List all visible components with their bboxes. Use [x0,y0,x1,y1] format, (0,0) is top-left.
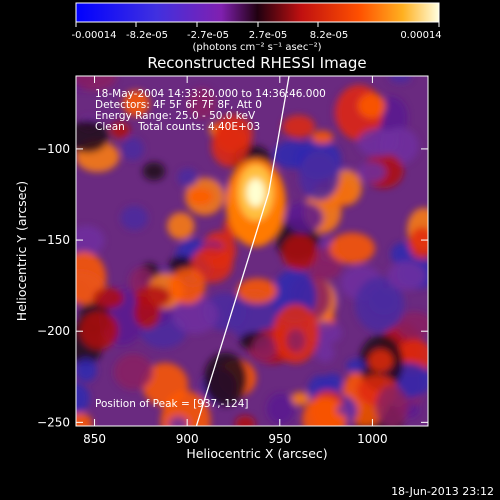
emission-blob [142,362,189,407]
colorbar-tick-label: -2.7e-05 [187,30,229,41]
emission-blob [177,168,198,187]
emission-blob [298,151,340,201]
chart-title: Reconstructed RHESSI Image [147,54,366,72]
emission-map [76,76,428,426]
emission-blob [121,137,144,161]
emission-blob [76,383,90,414]
colorbar-unit-label: (photons cm⁻² s⁻¹ asec⁻²) [192,42,321,53]
solar-limb-line [195,76,290,426]
emission-blob [142,162,166,181]
emission-blob [187,87,217,120]
emission-blob [355,276,405,333]
emission-blob [282,115,315,138]
colorbar-gradient [75,2,440,23]
emission-blob [167,212,195,240]
emission-blob [368,349,393,373]
emission-blob [134,285,171,308]
emission-blob [395,311,428,339]
emission-blob [290,391,310,406]
x-tick-label: 850 [83,432,106,446]
colorbar-tick-label: 2.7e-05 [249,30,287,41]
emission-blob [92,287,124,309]
emission-blob [273,140,311,169]
emission-blob [76,358,97,382]
emission-blob [316,343,335,363]
emission-blob [113,353,153,390]
emission-blob [286,329,306,352]
emission-blob [390,242,413,266]
emission-blob [357,128,399,157]
emission-blob [357,93,386,119]
y-tick-label: −150 [37,233,70,247]
emission-blob [357,161,386,183]
peak-position-label: Position of Peak = [937,-124] [95,398,249,410]
emission-blob [234,415,256,426]
emission-blob [281,234,318,271]
colorbar-tick-label: 0.00014 [400,30,441,41]
emission-blob [346,358,366,374]
emission-blob [285,202,324,233]
emission-blob [336,403,357,417]
emission-blob [171,296,219,334]
colorbar: -0.00014 -8.2e-05 -2.7e-05 2.7e-05 8.2e-05 0.… [72,2,442,53]
emission-blob [408,226,428,259]
emission-blob [76,76,117,91]
emission-blob [76,225,105,256]
x-tick-label: 1000 [357,432,388,446]
emission-blob [211,124,249,167]
x-axis-label: Heliocentric X (arcsec) [186,446,327,461]
plot-frame [75,75,429,427]
info-time-range: 18-May-2004 14:33:20.000 to 14:36:46.000 [95,88,326,100]
colorbar-tick-label: 8.2e-05 [310,30,348,41]
emission-blob [122,90,150,117]
observation-info: 18-May-2004 14:33:20.000 to 14:36:46.000… [95,88,326,410]
emission-blob [169,267,206,305]
peak-core [246,178,265,207]
emission-blob [311,130,334,144]
emission-blob [329,232,376,264]
emission-blob [168,416,188,426]
emission-blob [120,205,148,231]
x-tick-label: 900 [176,432,199,446]
emission-blob [266,393,295,425]
y-tick-label: −100 [37,142,70,156]
emission-blob [76,120,109,153]
emission-blob [252,334,277,361]
y-axis-label: Heliocentric Y (arcsec) [14,181,29,321]
emission-blob [389,76,412,84]
emission-blob [79,311,119,350]
y-axis-ticks: −100 −150 −200 −250 [37,142,428,429]
info-energy-range: Energy Range: 25.0 - 50.0 keV [95,110,256,122]
footer-timestamp: 18-Jun-2013 23:12 [391,485,494,498]
x-axis-ticks: 850 900 950 1000 [83,76,388,446]
info-detectors: Detectors: 4F 5F 6F 7F 8F, Att 0 [95,99,262,111]
colorbar-ticks: -0.00014 -8.2e-05 -2.7e-05 2.7e-05 8.2e-05 0.… [72,22,442,41]
info-clean-counts: Clean Total counts: 4.40E+03 [95,121,260,133]
emission-blob [110,121,131,139]
emission-blob [237,278,278,304]
emission-blob [302,396,348,426]
colorbar-tick-label: -0.00014 [72,30,117,41]
emission-blob [190,246,233,283]
emission-blob [387,261,426,291]
colorbar-tick-label: -8.2e-05 [126,30,168,41]
y-tick-label: −250 [37,415,70,429]
x-tick-label: 950 [268,432,291,446]
image-area [76,76,428,426]
emission-blob [188,188,213,206]
emission-blob [375,385,409,426]
y-tick-label: −200 [37,324,70,338]
